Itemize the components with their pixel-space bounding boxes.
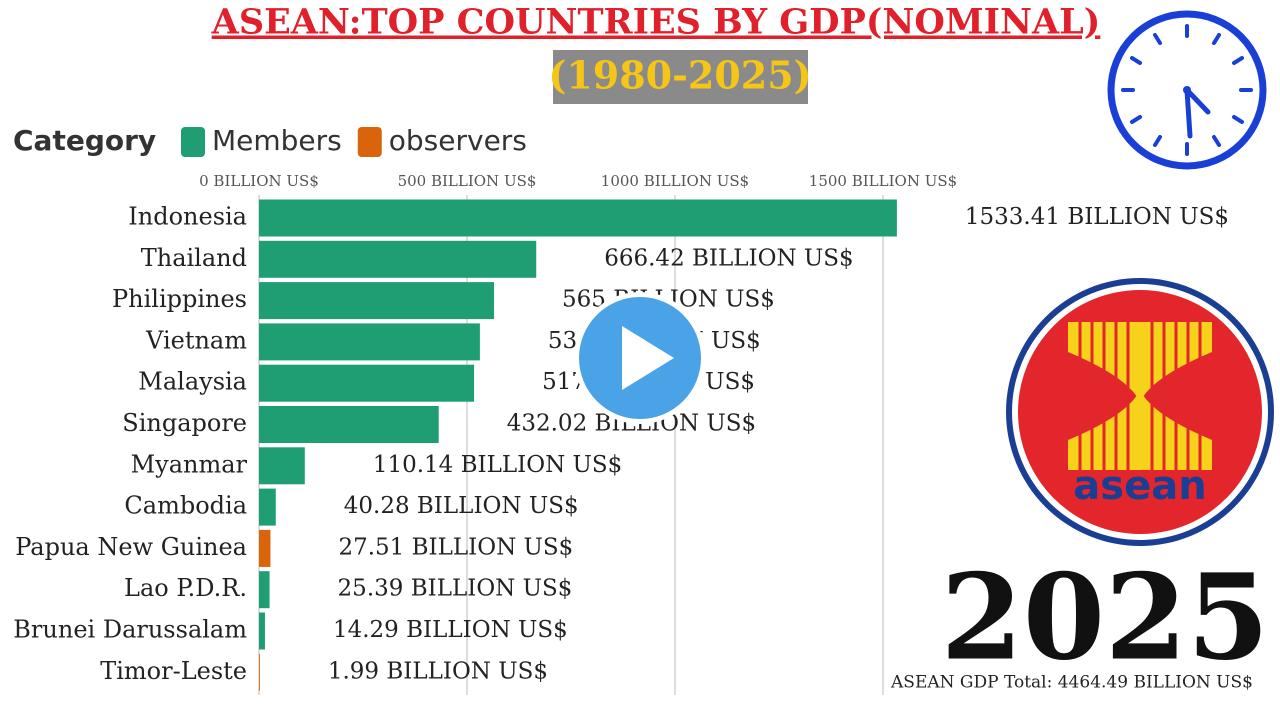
category-label: Papua New Guinea <box>15 533 247 561</box>
category-label: Timor-Leste <box>100 657 247 685</box>
chart-subtitle: (1980-2025) <box>548 53 811 98</box>
bar <box>259 406 439 443</box>
value-label: 14.29 BILLION US$ <box>333 617 568 643</box>
year-label: 2025 <box>941 548 1269 687</box>
category-label: Lao P.D.R. <box>124 574 247 602</box>
category-label: Indonesia <box>128 203 247 231</box>
bar <box>259 653 260 691</box>
value-label: 1533.41 BILLION US$ <box>965 204 1229 230</box>
bar <box>259 571 270 609</box>
category-label: Malaysia <box>138 368 247 396</box>
logo-text: asean <box>1073 463 1206 509</box>
bar <box>259 488 276 526</box>
asean-logo: asean <box>1006 278 1274 546</box>
bar <box>259 199 897 237</box>
x-tick-label: 1500 BILLION US$ <box>809 172 957 190</box>
chart-title: ASEAN:TOP COUNTRIES BY GDP(NOMINAL) <box>211 2 1101 43</box>
legend-label: observers <box>389 124 527 157</box>
category-label: Brunei Darussalam <box>13 616 247 644</box>
value-label: 110.14 BILLION US$ <box>373 452 622 478</box>
total-label: ASEAN GDP Total: 4464.49 BILLION US$ <box>890 673 1253 693</box>
category-label: Cambodia <box>124 492 247 520</box>
legend-label: Members <box>212 124 342 157</box>
bar <box>259 529 271 567</box>
category-label: Thailand <box>141 244 247 272</box>
legend-title: Category <box>13 124 156 157</box>
play-button[interactable] <box>574 292 706 424</box>
subtitle-background <box>553 50 808 104</box>
x-tick-label: 1000 BILLION US$ <box>601 172 749 190</box>
legend-swatch <box>357 127 382 157</box>
category-label: Vietnam <box>145 326 247 354</box>
category-label: Singapore <box>122 409 247 437</box>
category-label: Myanmar <box>131 450 248 478</box>
bar <box>259 612 265 650</box>
legend-swatch <box>181 127 205 157</box>
bar <box>259 282 495 320</box>
value-label: 25.39 BILLION US$ <box>338 576 573 602</box>
bar <box>259 364 475 402</box>
bar <box>259 323 480 361</box>
category-label: Philippines <box>112 285 247 313</box>
value-label: 40.28 BILLION US$ <box>344 493 579 519</box>
bar <box>259 240 537 278</box>
bar <box>259 447 305 485</box>
x-tick-label: 500 BILLION US$ <box>398 172 537 190</box>
clock-icon <box>1107 10 1267 170</box>
value-label: 666.42 BILLION US$ <box>604 245 853 271</box>
value-label: 27.51 BILLION US$ <box>338 534 573 560</box>
x-tick-label: 0 BILLION US$ <box>199 172 319 190</box>
value-label: 1.99 BILLION US$ <box>328 658 548 684</box>
